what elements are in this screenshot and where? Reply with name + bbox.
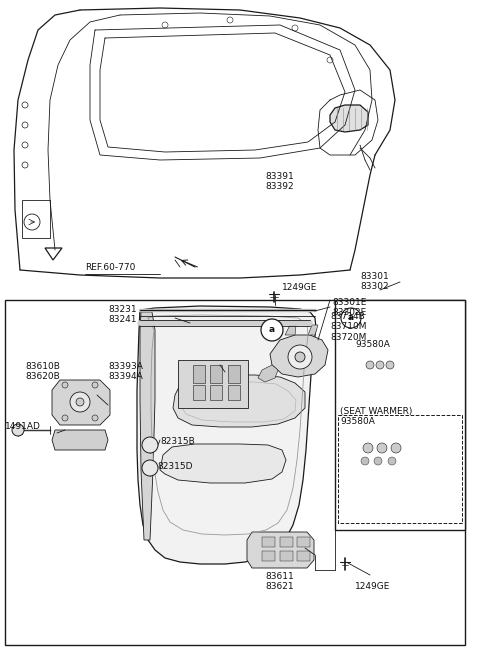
Bar	[297, 551, 310, 561]
Polygon shape	[347, 435, 422, 474]
Circle shape	[388, 457, 396, 465]
Circle shape	[363, 443, 373, 453]
Circle shape	[374, 457, 382, 465]
Circle shape	[92, 415, 98, 421]
Circle shape	[142, 460, 158, 476]
Circle shape	[391, 443, 401, 453]
Bar	[193, 385, 205, 400]
Polygon shape	[160, 444, 286, 483]
Text: 82315B: 82315B	[160, 437, 195, 446]
Text: a: a	[348, 314, 354, 323]
Circle shape	[361, 457, 369, 465]
Text: REF.60-770: REF.60-770	[85, 263, 135, 272]
Polygon shape	[52, 380, 110, 425]
Text: (SEAT WARMER)
93580A: (SEAT WARMER) 93580A	[340, 407, 412, 426]
Circle shape	[386, 361, 394, 369]
Polygon shape	[270, 335, 328, 377]
Bar	[280, 551, 293, 561]
Circle shape	[366, 361, 374, 369]
Polygon shape	[140, 312, 155, 540]
Text: a: a	[269, 325, 275, 335]
Polygon shape	[52, 430, 108, 450]
Text: 83301E
83302E: 83301E 83302E	[332, 298, 366, 318]
Text: 83231
83241: 83231 83241	[108, 305, 137, 325]
Circle shape	[76, 398, 84, 406]
Bar	[193, 365, 205, 383]
Text: 1491AD: 1491AD	[5, 422, 41, 431]
Polygon shape	[330, 105, 368, 132]
Text: 83714B
83710M
83720M: 83714B 83710M 83720M	[330, 312, 367, 342]
Polygon shape	[285, 325, 296, 335]
Circle shape	[62, 415, 68, 421]
Bar	[297, 537, 310, 547]
Bar	[228, 385, 240, 400]
Text: 93580A: 93580A	[355, 340, 390, 349]
Polygon shape	[258, 365, 278, 382]
Bar	[22, 200, 50, 238]
Circle shape	[62, 382, 68, 388]
Text: 83611
83621: 83611 83621	[265, 572, 294, 592]
Text: 83301
83302: 83301 83302	[360, 272, 389, 291]
Bar	[5, 300, 465, 645]
Polygon shape	[173, 375, 305, 427]
Text: 83391
83392: 83391 83392	[265, 172, 294, 192]
Circle shape	[376, 361, 384, 369]
Circle shape	[142, 437, 158, 453]
Polygon shape	[308, 325, 318, 335]
Circle shape	[261, 319, 283, 341]
Circle shape	[92, 382, 98, 388]
Text: 83393A
83394A: 83393A 83394A	[108, 362, 143, 381]
Bar	[335, 300, 465, 530]
Polygon shape	[137, 306, 316, 564]
Polygon shape	[350, 355, 415, 385]
Bar	[338, 415, 462, 523]
Bar	[280, 537, 293, 547]
Bar	[210, 365, 222, 383]
Circle shape	[12, 424, 24, 436]
Bar	[210, 385, 222, 400]
Circle shape	[295, 352, 305, 362]
Text: 1249GE: 1249GE	[282, 283, 317, 292]
Text: 83610B
83620B: 83610B 83620B	[25, 362, 60, 381]
Circle shape	[377, 443, 387, 453]
Bar	[228, 365, 240, 383]
Text: 82315D: 82315D	[157, 462, 192, 471]
Bar	[178, 360, 248, 408]
Circle shape	[70, 392, 90, 412]
Bar	[262, 537, 275, 547]
Polygon shape	[247, 532, 314, 568]
Text: 1249GE: 1249GE	[355, 582, 390, 591]
Circle shape	[288, 345, 312, 369]
Bar	[262, 551, 275, 561]
